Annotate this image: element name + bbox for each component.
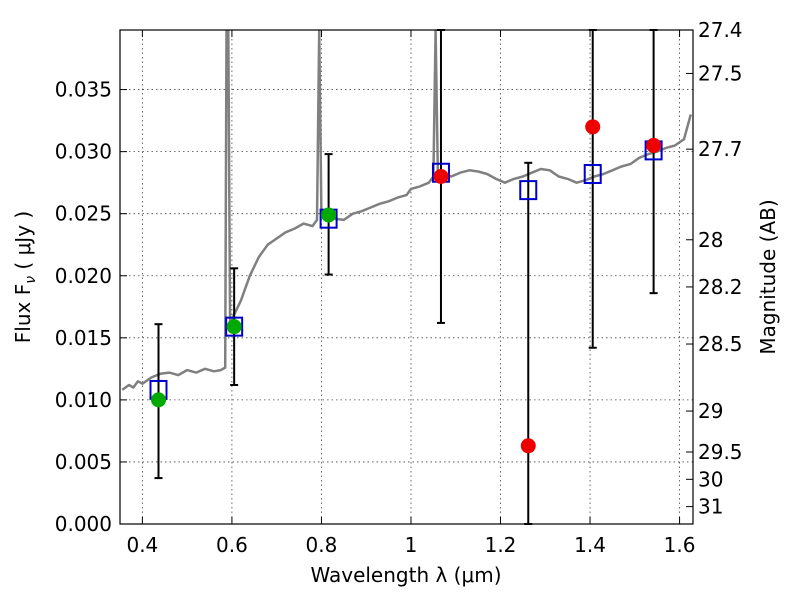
y-tick-label: 0.030 xyxy=(55,140,112,164)
model-square-marker xyxy=(225,316,244,337)
x-tick-label: 0.8 xyxy=(306,533,338,557)
y-tick-label: 0.020 xyxy=(55,264,112,288)
plot-area xyxy=(121,30,693,391)
green-point-marker xyxy=(226,319,242,335)
x-axis-title: Wavelength λ (μm) xyxy=(310,563,501,587)
x-tick-label: 1 xyxy=(405,533,418,557)
green-point-marker xyxy=(321,207,337,223)
axis-ticks: 0.4 0.6 0.8 1 1.2 1.4 1.6 0.000 0.005 0.010 0.015 0… xyxy=(55,18,743,557)
y2-tick-label: 28.2 xyxy=(698,275,743,299)
data-markers xyxy=(149,119,663,454)
y-tick-label: 0.010 xyxy=(55,388,112,412)
y2-tick-label: 29 xyxy=(698,399,723,423)
grid-lines xyxy=(120,30,693,524)
y-tick-label: 0.025 xyxy=(55,202,112,226)
x-tick-label: 1.4 xyxy=(574,533,606,557)
plot-frame xyxy=(119,29,694,525)
red-point-marker xyxy=(520,438,536,454)
y-tick-label: 0.035 xyxy=(55,78,112,102)
y2-tick-label: 29.5 xyxy=(698,440,743,464)
model-square-marker xyxy=(583,163,602,184)
red-point-marker xyxy=(585,119,601,135)
y2-tick-label: 31 xyxy=(698,495,723,519)
y-axis-title: Flux Fν ( μJy ) xyxy=(11,211,39,343)
red-point-marker xyxy=(646,137,662,153)
red-point-marker xyxy=(433,168,449,184)
green-point-marker xyxy=(150,392,166,408)
y-tick-label: 0.000 xyxy=(55,512,112,536)
x-tick-label: 0.4 xyxy=(126,533,158,557)
x-tick-label: 1.2 xyxy=(485,533,517,557)
y-tick-label: 0.015 xyxy=(55,326,112,350)
y2-tick-label: 27.7 xyxy=(698,137,743,161)
y2-tick-label: 27.5 xyxy=(698,61,743,85)
right-axis-title: Magnitude (AB) xyxy=(756,199,780,354)
spectrum-line xyxy=(121,30,693,391)
y-tick-label: 0.005 xyxy=(55,450,112,474)
y2-tick-label: 28.5 xyxy=(698,332,743,356)
x-tick-label: 1.6 xyxy=(664,533,696,557)
model-square-marker xyxy=(519,180,538,201)
y2-tick-label: 27.4 xyxy=(698,18,743,42)
y2-tick-label: 28 xyxy=(698,228,723,252)
x-tick-label: 0.6 xyxy=(216,533,248,557)
y2-tick-label: 30 xyxy=(698,467,723,491)
